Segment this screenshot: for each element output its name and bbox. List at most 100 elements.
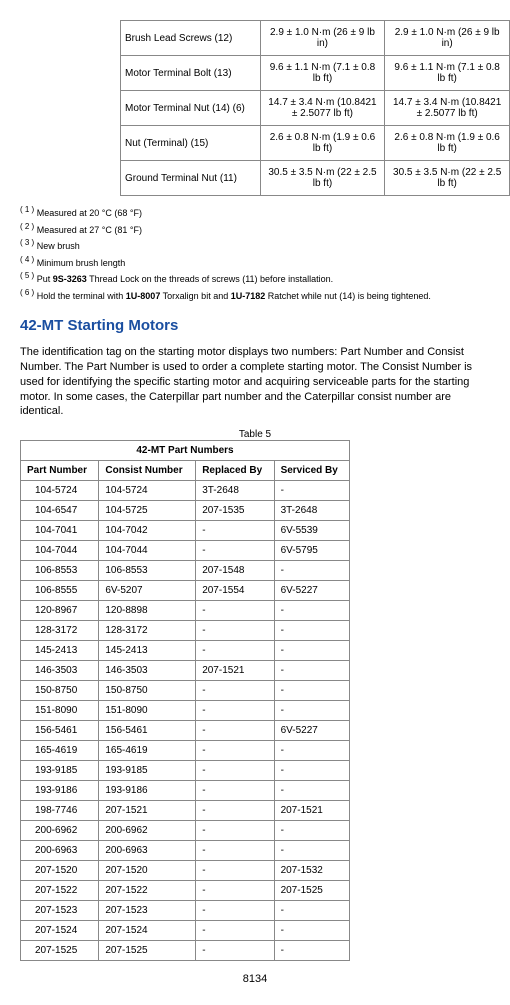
parts-cell: 6V-5227 xyxy=(274,721,349,741)
parts-cell: - xyxy=(196,621,274,641)
parts-cell: 128-3172 xyxy=(21,621,99,641)
table-row: 104-6547104-5725207-15353T-2648 xyxy=(21,501,350,521)
table-row: 156-5461156-5461-6V-5227 xyxy=(21,721,350,741)
parts-cell: 146-3503 xyxy=(99,661,196,681)
parts-col-header: Consist Number xyxy=(99,461,196,481)
parts-cell: - xyxy=(274,601,349,621)
parts-cell: 200-6962 xyxy=(99,821,196,841)
parts-cell: 207-1521 xyxy=(99,801,196,821)
parts-cell: 207-1522 xyxy=(99,881,196,901)
parts-cell: - xyxy=(196,901,274,921)
parts-cell: 207-1522 xyxy=(21,881,99,901)
table-row: 120-8967120-8898-- xyxy=(21,601,350,621)
parts-cell: - xyxy=(274,561,349,581)
table-row: 145-2413145-2413-- xyxy=(21,641,350,661)
parts-cell: 207-1525 xyxy=(99,941,196,961)
parts-cell: 3T-2648 xyxy=(274,501,349,521)
parts-cell: - xyxy=(196,941,274,961)
footnote-2: ( 2 ) Measured at 27 °C (81 °F) xyxy=(20,221,490,238)
parts-cell: - xyxy=(274,781,349,801)
parts-cell: 120-8898 xyxy=(99,601,196,621)
parts-cell: - xyxy=(274,681,349,701)
torque-value-2: 2.9 ± 1.0 N·m (26 ± 9 lb in) xyxy=(385,21,510,56)
parts-cell: 145-2413 xyxy=(99,641,196,661)
table-row: 207-1523207-1523-- xyxy=(21,901,350,921)
parts-cell: 193-9186 xyxy=(99,781,196,801)
parts-cell: - xyxy=(196,641,274,661)
parts-cell: 207-1523 xyxy=(99,901,196,921)
torque-row: Motor Terminal Bolt (13) 9.6 ± 1.1 N·m (7… xyxy=(121,56,510,91)
parts-cell: - xyxy=(196,721,274,741)
parts-cell: 207-1521 xyxy=(196,661,274,681)
footnote-1: ( 1 ) Measured at 20 °C (68 °F) xyxy=(20,204,490,221)
parts-cell: 104-7044 xyxy=(21,541,99,561)
parts-cell: 207-1520 xyxy=(99,861,196,881)
torque-row: Ground Terminal Nut (11)30.5 ± 3.5 N·m (… xyxy=(121,161,510,196)
parts-cell: - xyxy=(196,521,274,541)
parts-cell: - xyxy=(196,841,274,861)
parts-cell: 198-7746 xyxy=(21,801,99,821)
parts-cell: 207-1523 xyxy=(21,901,99,921)
table-row: 106-8553106-8553207-1548- xyxy=(21,561,350,581)
torque-value-2: 2.6 ± 0.8 N·m (1.9 ± 0.6 lb ft) xyxy=(385,126,510,161)
table-row: 207-1522207-1522-207-1525 xyxy=(21,881,350,901)
table-row: 207-1520207-1520-207-1532 xyxy=(21,861,350,881)
parts-cell: - xyxy=(196,701,274,721)
footnotes: ( 1 ) Measured at 20 °C (68 °F) ( 2 ) Me… xyxy=(20,204,490,303)
parts-cell: 106-8553 xyxy=(21,561,99,581)
table-row: 151-8090151-8090-- xyxy=(21,701,350,721)
table-row: 104-7041104-7042-6V-5539 xyxy=(21,521,350,541)
parts-cell: - xyxy=(274,621,349,641)
parts-cell: - xyxy=(274,481,349,501)
torque-value-2: 30.5 ± 3.5 N·m (22 ± 2.5 lb ft) xyxy=(385,161,510,196)
parts-cell: 104-7042 xyxy=(99,521,196,541)
parts-table: 42-MT Part Numbers Part NumberConsist Nu… xyxy=(20,440,350,961)
table-row: 165-4619165-4619-- xyxy=(21,741,350,761)
table-row: 150-8750150-8750-- xyxy=(21,681,350,701)
parts-cell: - xyxy=(196,601,274,621)
table-row: 146-3503146-3503207-1521- xyxy=(21,661,350,681)
torque-value-2: 14.7 ± 3.4 N·m (10.8421 ± 2.5077 lb ft) xyxy=(385,91,510,126)
parts-cell: - xyxy=(274,641,349,661)
table-caption: Table 5 xyxy=(20,429,490,440)
parts-cell: 193-9185 xyxy=(21,761,99,781)
torque-row: Brush Lead Screws (12)2.9 ± 1.0 N·m (26 … xyxy=(121,21,510,56)
torque-value-1: 2.9 ± 1.0 N·m (26 ± 9 lb in) xyxy=(260,21,385,56)
parts-cell: 207-1524 xyxy=(21,921,99,941)
parts-cell: 200-6962 xyxy=(21,821,99,841)
parts-cell: 193-9185 xyxy=(99,761,196,781)
table-row: 200-6963200-6963-- xyxy=(21,841,350,861)
parts-cell: - xyxy=(196,821,274,841)
torque-label: Nut (Terminal) (15) xyxy=(121,126,261,161)
intro-paragraph: The identification tag on the starting m… xyxy=(20,345,490,419)
parts-cell: 104-7041 xyxy=(21,521,99,541)
parts-cell: 6V-5539 xyxy=(274,521,349,541)
parts-table-title: 42-MT Part Numbers xyxy=(21,441,350,461)
table-row: 104-5724104-57243T-2648- xyxy=(21,481,350,501)
parts-cell: - xyxy=(196,741,274,761)
parts-cell: 3T-2648 xyxy=(196,481,274,501)
footnote-4: ( 4 ) Minimum brush length xyxy=(20,254,490,271)
parts-cell: 207-1524 xyxy=(99,921,196,941)
torque-value-2: 9.6 ± 1.1 N·m (7.1 ± 0.8 lb ft) xyxy=(385,56,510,91)
table-row: 198-7746207-1521-207-1521 xyxy=(21,801,350,821)
torque-row: Nut (Terminal) (15) 2.6 ± 0.8 N·m (1.9 ± … xyxy=(121,126,510,161)
parts-cell: 207-1525 xyxy=(21,941,99,961)
table-row: 207-1524207-1524-- xyxy=(21,921,350,941)
torque-label: Motor Terminal Bolt (13) xyxy=(121,56,261,91)
parts-cell: 150-8750 xyxy=(21,681,99,701)
torque-label: Motor Terminal Nut (14) (6) xyxy=(121,91,261,126)
parts-cell: - xyxy=(196,881,274,901)
parts-cell: - xyxy=(196,681,274,701)
parts-cell: 151-8090 xyxy=(21,701,99,721)
parts-cell: 200-6963 xyxy=(99,841,196,861)
parts-cell: - xyxy=(274,661,349,681)
footnote-5: ( 5 ) Put 9S-3263 Thread Lock on the thr… xyxy=(20,270,490,287)
parts-cell: 207-1554 xyxy=(196,581,274,601)
parts-col-header: Part Number xyxy=(21,461,99,481)
footnote-6: ( 6 ) Hold the terminal with 1U-8007 Tor… xyxy=(20,287,490,304)
parts-cell: 200-6963 xyxy=(21,841,99,861)
parts-cell: 207-1521 xyxy=(274,801,349,821)
torque-row: Motor Terminal Nut (14) (6) 14.7 ± 3.4 N·… xyxy=(121,91,510,126)
parts-cell: 104-7044 xyxy=(99,541,196,561)
